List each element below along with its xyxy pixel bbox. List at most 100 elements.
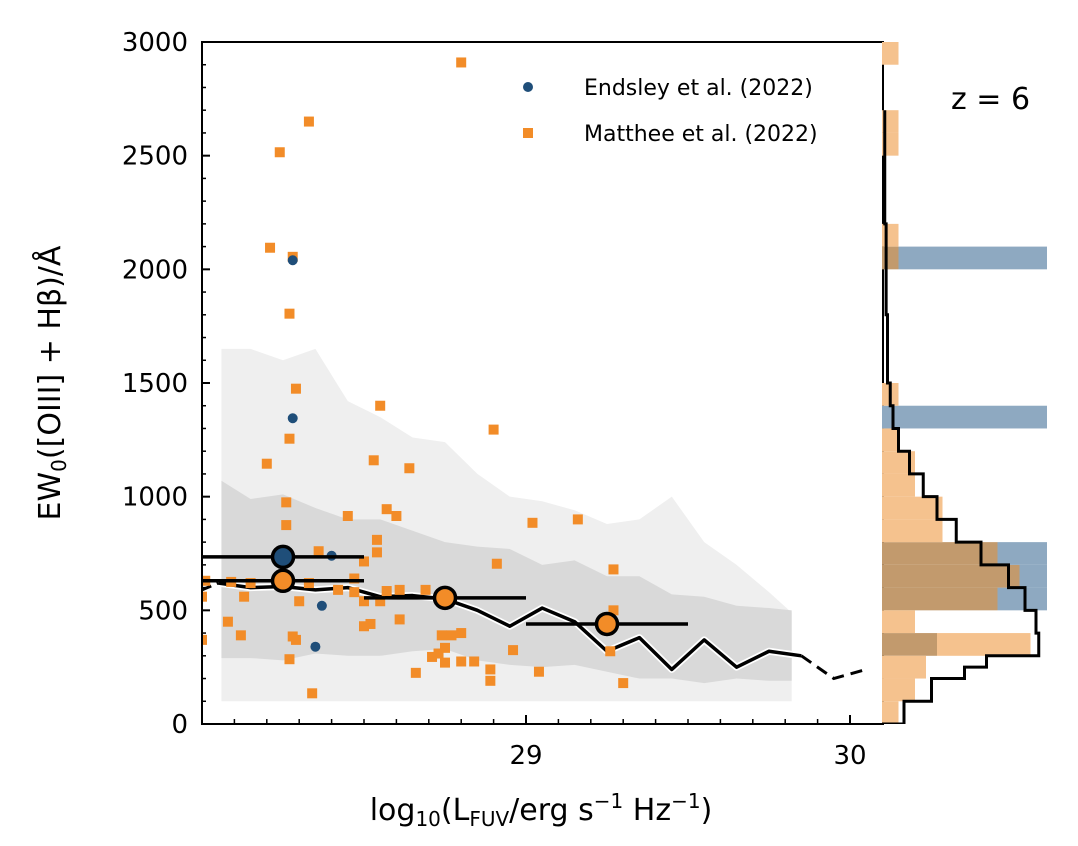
- y-tick-label: 1500: [122, 369, 188, 399]
- y-tick-label: 3000: [122, 28, 188, 58]
- matthee-point: [265, 242, 276, 253]
- matthee-point: [608, 605, 619, 616]
- matthee-point: [456, 656, 467, 667]
- matthee-point: [404, 463, 415, 474]
- hist-bar-matthee: [882, 496, 943, 520]
- x-tick-label: 30: [833, 741, 866, 771]
- endsley-point: [316, 600, 327, 611]
- hist-bar-matthee: [882, 610, 915, 634]
- matthee-point: [349, 573, 360, 584]
- matthee-point: [527, 517, 538, 528]
- matthee-point: [359, 621, 369, 632]
- hist-bar-overlap: [882, 633, 937, 656]
- hist-bar-matthee: [882, 678, 915, 702]
- matthee-point: [235, 630, 246, 641]
- matthee-point: [281, 497, 292, 508]
- matthee-point: [456, 57, 467, 68]
- matthee-point: [394, 584, 405, 595]
- legend-marker-endsley: [523, 82, 533, 92]
- legend-label-endsley: Endsley et al. (2022): [584, 76, 813, 101]
- matthee-point: [485, 675, 496, 686]
- matthee-point: [222, 616, 233, 627]
- matthee-point: [410, 667, 421, 678]
- matthee-point: [365, 618, 376, 629]
- hist-model-step-line: [882, 110, 1041, 724]
- matthee-point: [371, 534, 382, 545]
- matthee-point: [359, 556, 369, 567]
- matthee-point: [394, 614, 405, 625]
- hist-bar-endsley: [1019, 564, 1047, 588]
- matthee-point: [375, 400, 386, 411]
- x-tick-label: 29: [509, 741, 542, 771]
- matthee-point: [290, 634, 301, 645]
- binned-medians: [202, 544, 688, 637]
- hist-bar-endsley: [997, 542, 1047, 565]
- matthee-point: [239, 591, 250, 602]
- matthee-point: [427, 651, 438, 662]
- matthee-point: [261, 458, 272, 469]
- y-axis-ticks: 0 500 1000 1500 2000 2500 3000: [122, 28, 210, 740]
- matthee-point: [436, 630, 447, 641]
- binned-median-point: [270, 568, 296, 594]
- hist-bar-endsley: [997, 587, 1047, 611]
- matthee-point: [245, 578, 256, 589]
- matthee-point: [284, 308, 295, 319]
- matthee-point: [349, 587, 360, 598]
- matthee-point: [294, 596, 305, 607]
- model-median: [217, 581, 802, 672]
- matthee-point: [368, 455, 379, 466]
- hist-bar-matthee: [882, 42, 899, 65]
- binned-median-point: [432, 585, 458, 611]
- endsley-point: [287, 255, 298, 266]
- matthee-point: [303, 578, 314, 589]
- hist-bar-matthee: [882, 519, 943, 543]
- matthee-point: [618, 678, 629, 689]
- side-histogram: [882, 42, 1047, 724]
- matthee-point: [605, 646, 616, 657]
- hist-bar-endsley: [898, 246, 1047, 270]
- matthee-point: [440, 657, 450, 668]
- model-band-inner: [221, 480, 792, 684]
- matthee-point: [485, 664, 496, 675]
- matthee-point: [274, 147, 285, 158]
- matthee-point: [456, 628, 467, 639]
- matthee-point: [333, 584, 344, 595]
- hist-bar-matthee: [882, 428, 899, 452]
- matthee-point: [391, 510, 402, 521]
- hist-bar-overlap: [882, 564, 1020, 588]
- matthee-point: [608, 564, 619, 575]
- matthee-point: [303, 116, 314, 127]
- y-tick-label: 2500: [122, 142, 188, 172]
- histogram-model-step: [882, 110, 1041, 724]
- matthee-point: [440, 642, 450, 653]
- hist-bar-overlap: [882, 246, 899, 270]
- model-median-line: [202, 579, 802, 673]
- matthee-point: [284, 654, 295, 665]
- endsley-point: [287, 413, 298, 424]
- matthee-point: [446, 630, 457, 641]
- matthee-point: [381, 586, 392, 597]
- matthee-point: [342, 510, 353, 521]
- hist-bar-overlap: [882, 542, 998, 565]
- y-tick-label: 0: [171, 710, 188, 740]
- matthee-point: [281, 520, 292, 531]
- matthee-point: [359, 596, 369, 607]
- main-plot: 0 500 1000 1500 2000 2500 3000 29 30 Endsley et…: [32, 28, 1030, 831]
- legend-marker-matthee: [523, 128, 533, 138]
- matthee-point: [313, 546, 324, 557]
- hist-bar-matthee: [937, 633, 1031, 656]
- y-tick-label: 500: [138, 596, 188, 626]
- matthee-point: [508, 645, 519, 656]
- hist-bar-matthee: [882, 701, 899, 724]
- matthee-point: [307, 688, 318, 699]
- x-axis-ticks: 29 30: [233, 715, 867, 771]
- matthee-point: [420, 584, 431, 595]
- matthee-point: [375, 596, 386, 607]
- matthee-point: [533, 666, 544, 677]
- matthee-point: [433, 648, 444, 659]
- y-axis-label: EW0([OIII] + Hβ)/Å: [32, 245, 71, 520]
- binned-median-point: [270, 544, 296, 570]
- y-tick-label: 2000: [122, 255, 188, 285]
- matthee-point: [202, 591, 207, 602]
